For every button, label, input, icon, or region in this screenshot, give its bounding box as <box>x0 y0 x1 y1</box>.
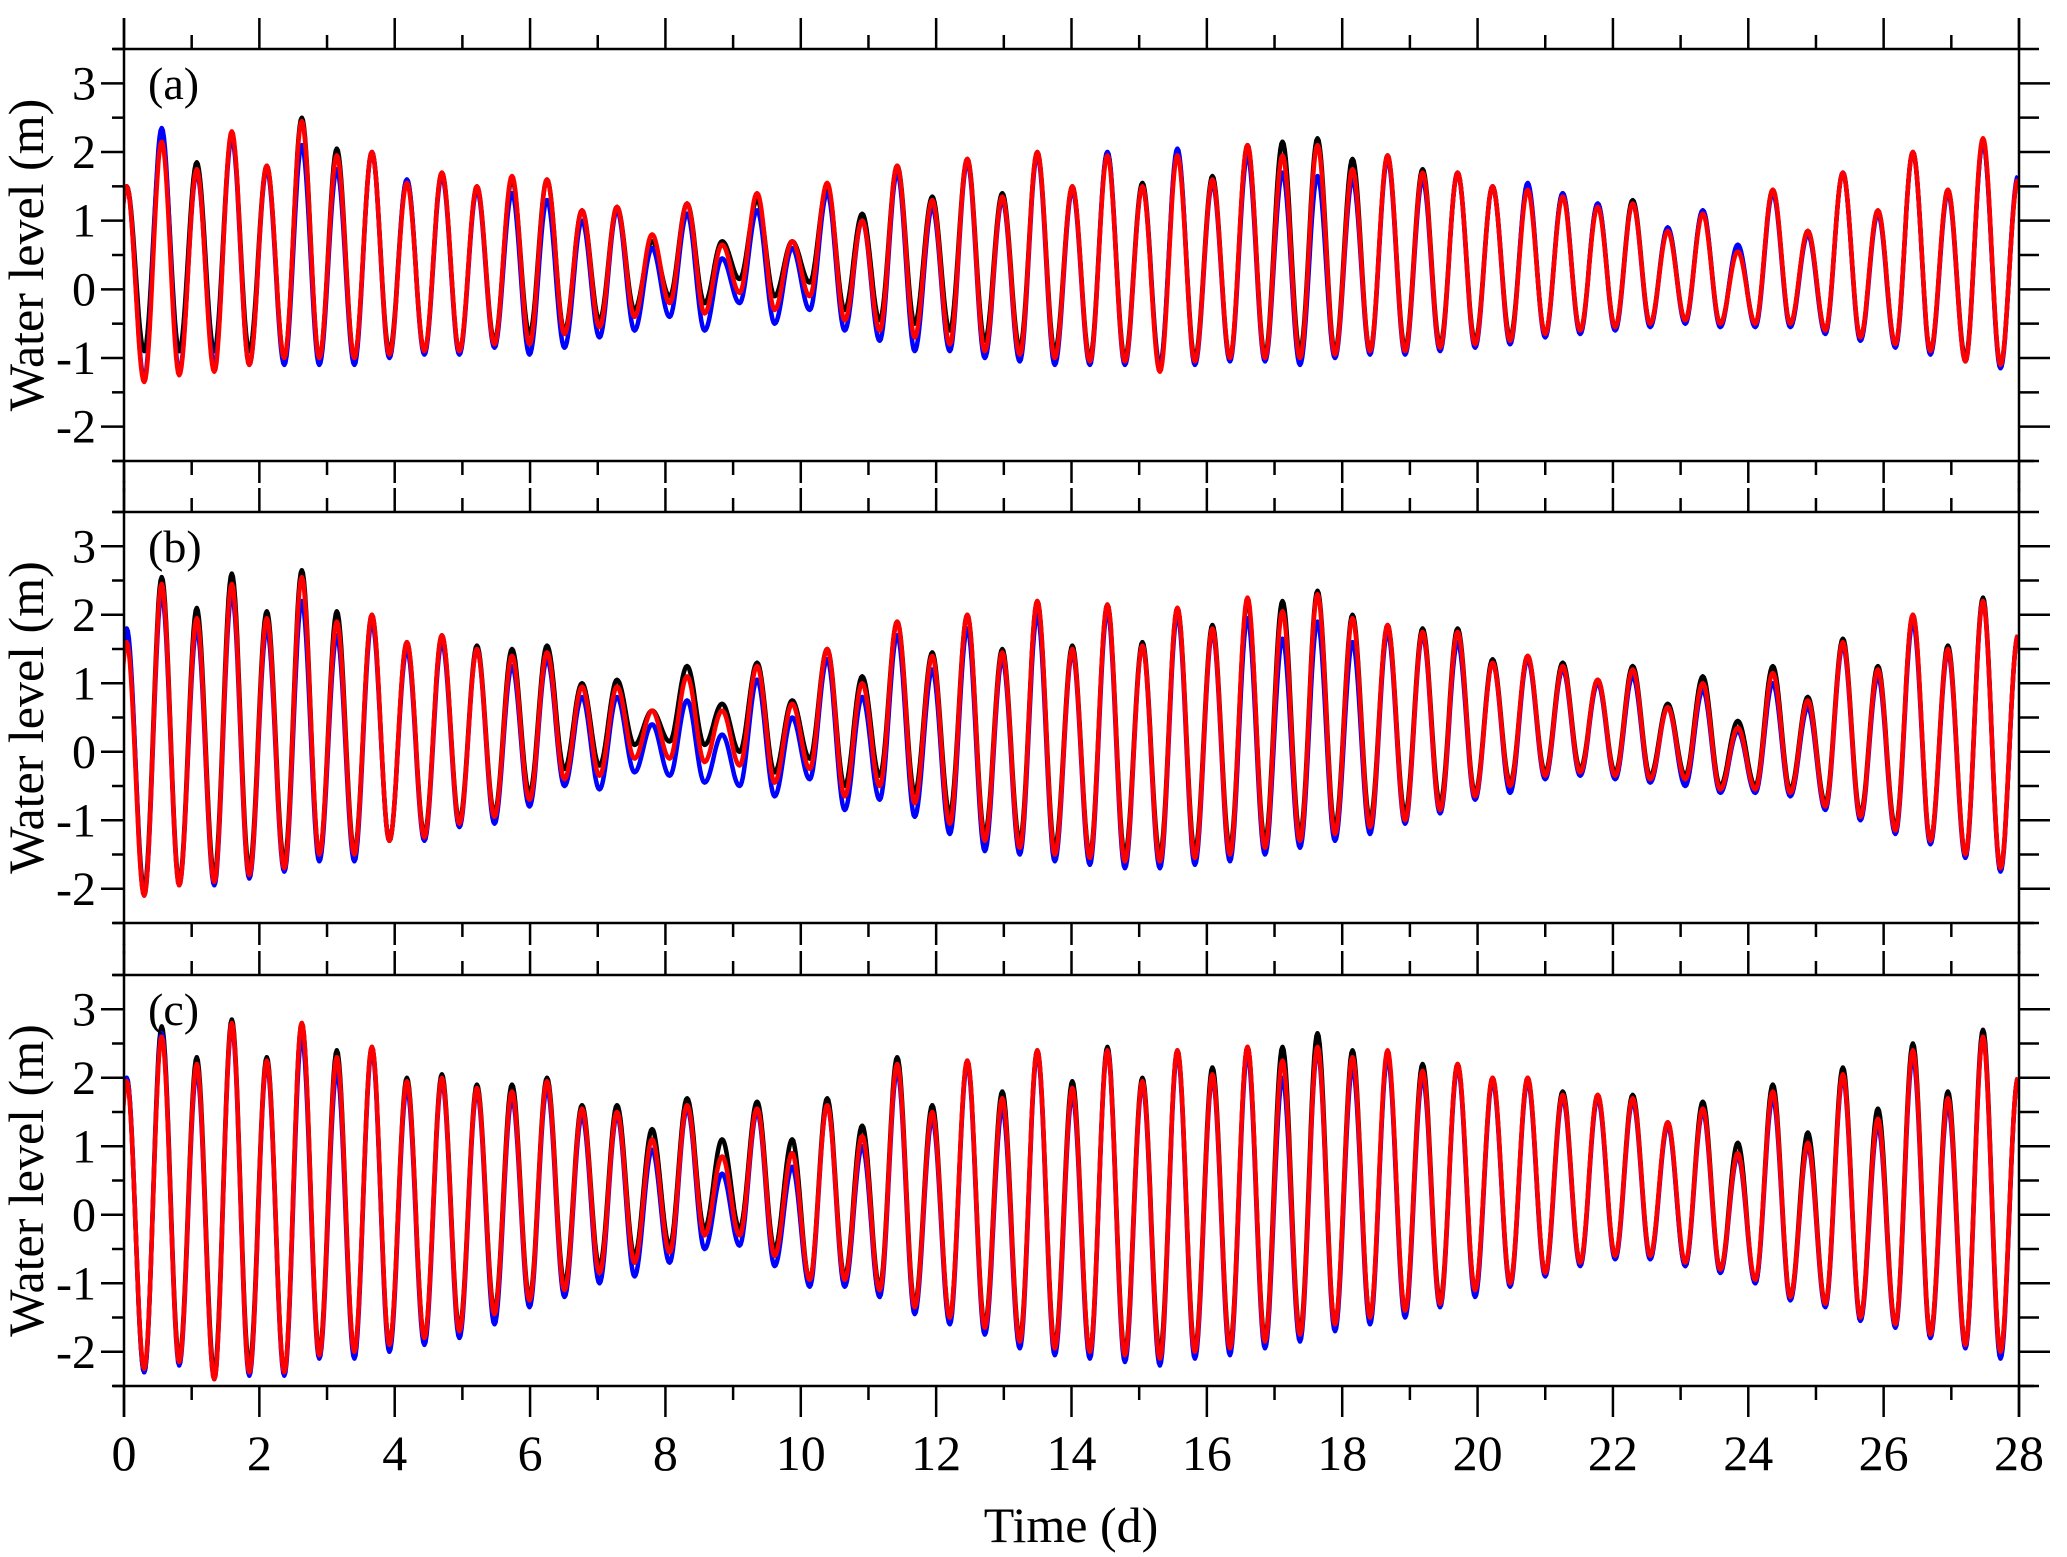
x-tick-label: 6 <box>518 1425 543 1481</box>
x-tick-label: 24 <box>1723 1425 1773 1481</box>
x-tick-label: 20 <box>1453 1425 1503 1481</box>
x-tick-label: 28 <box>1994 1425 2044 1481</box>
x-axis-label: Time (d) <box>984 1497 1159 1553</box>
y-axis-label: Water level (m) <box>0 99 54 411</box>
x-tick-label: 4 <box>382 1425 407 1481</box>
panel-label: (a) <box>148 58 199 109</box>
x-tick-label: 8 <box>653 1425 678 1481</box>
x-tick-label: 12 <box>911 1425 961 1481</box>
y-tick-label: -2 <box>56 401 96 454</box>
y-tick-label: 0 <box>72 263 96 316</box>
x-tick-label: 26 <box>1859 1425 1909 1481</box>
x-tick-label: 16 <box>1182 1425 1232 1481</box>
y-tick-label: 3 <box>72 57 96 110</box>
series-line-red <box>124 1020 2019 1382</box>
y-tick-label: -2 <box>56 863 96 916</box>
y-tick-label: 2 <box>72 126 96 179</box>
y-tick-label: -1 <box>56 1257 96 1310</box>
x-tick-label: 2 <box>247 1425 272 1481</box>
y-tick-label: 2 <box>72 589 96 642</box>
y-tick-label: -1 <box>56 332 96 385</box>
series-line-red <box>124 574 2019 898</box>
y-axis-label: Water level (m) <box>0 561 54 873</box>
x-tick-label: 0 <box>112 1425 137 1481</box>
y-tick-label: 3 <box>72 983 96 1036</box>
x-tick-label: 14 <box>1047 1425 1097 1481</box>
y-tick-label: 2 <box>72 1052 96 1105</box>
panel-label: (c) <box>148 984 199 1035</box>
panel-a: -2 -1 0 1 2 3 Water level (m) (a) <box>0 18 2050 492</box>
x-tick-label: 18 <box>1317 1425 1367 1481</box>
y-tick-label: 1 <box>72 657 96 710</box>
x-tick-label: 10 <box>776 1425 826 1481</box>
y-tick-label: -2 <box>56 1326 96 1379</box>
y-tick-label: 3 <box>72 520 96 573</box>
y-tick-label: 1 <box>72 1120 96 1173</box>
y-tick-label: 1 <box>72 195 96 248</box>
y-tick-label: 0 <box>72 1189 96 1242</box>
y-tick-label: 0 <box>72 726 96 779</box>
y-axis-label: Water level (m) <box>0 1024 54 1336</box>
panel-label: (b) <box>148 521 202 572</box>
x-tick-label: 22 <box>1588 1425 1638 1481</box>
series-line-red <box>124 118 2019 385</box>
panel-b: -2 -1 0 1 2 3 Water level (m) (b) <box>0 481 2050 954</box>
y-tick-label: -1 <box>56 794 96 847</box>
